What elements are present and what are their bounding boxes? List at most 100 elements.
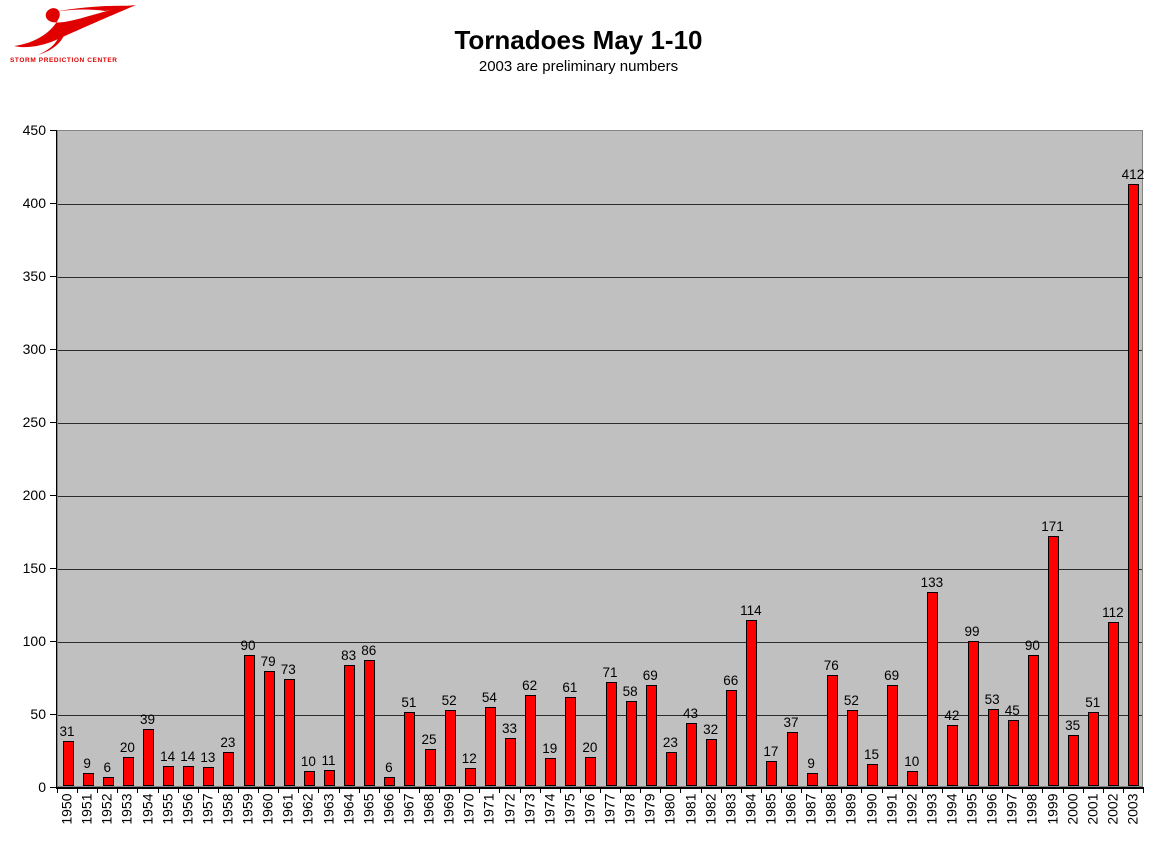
value-label-1973: 62 [522, 678, 538, 693]
x-tick-label-2002: 2002 [1104, 793, 1121, 825]
gridline-y400 [58, 204, 1142, 205]
bar-1985 [766, 761, 777, 786]
x-tick-mark [459, 787, 460, 793]
gridline-y50 [58, 715, 1142, 716]
x-tick-mark [1063, 787, 1064, 793]
x-tick-mark [1002, 787, 1003, 793]
bar-1957 [203, 767, 214, 786]
value-label-1976: 20 [582, 740, 598, 755]
bar-1973 [525, 695, 536, 786]
value-label-2000: 35 [1065, 718, 1081, 733]
x-tick-mark [761, 787, 762, 793]
value-label-1983: 66 [723, 673, 739, 688]
value-label-1955: 14 [160, 749, 176, 764]
bar-1950 [63, 741, 74, 786]
spc-logo: STORM PREDICTION CENTER [8, 4, 140, 68]
bar-1988 [827, 675, 838, 786]
bar-1976 [585, 757, 596, 786]
x-tick-label-1983: 1983 [722, 793, 739, 825]
x-tick-label-1976: 1976 [581, 793, 598, 825]
bar-2001 [1088, 712, 1099, 786]
y-tick-label-250: 250 [22, 414, 46, 430]
value-label-1980: 23 [662, 735, 678, 750]
value-label-1999: 171 [1041, 519, 1064, 534]
bar-1960 [264, 671, 275, 786]
bar-1968 [425, 749, 436, 786]
y-tick-label-0: 0 [38, 779, 46, 795]
x-tick-label-1998: 1998 [1023, 793, 1040, 825]
x-tick-mark [1042, 787, 1043, 793]
x-tick-label-1954: 1954 [139, 793, 155, 825]
x-tick-label-1997: 1997 [1003, 793, 1020, 825]
x-tick-mark [218, 787, 219, 793]
x-tick-label-1994: 1994 [943, 793, 960, 825]
y-tick-mark [50, 714, 57, 715]
x-tick-mark [520, 787, 521, 793]
value-label-1998: 90 [1024, 638, 1040, 653]
value-label-1982: 32 [703, 722, 719, 737]
y-tick-label-300: 300 [22, 341, 46, 357]
x-tick-mark [680, 787, 681, 793]
chart-subtitle: 2003 are preliminary numbers [478, 57, 679, 75]
value-label-1963: 11 [321, 753, 336, 768]
value-label-1996: 53 [984, 692, 1000, 707]
x-tick-mark [158, 787, 159, 793]
x-tick-label-1968: 1968 [420, 793, 437, 825]
x-tick-label-1966: 1966 [380, 793, 397, 825]
value-label-2002: 112 [1102, 605, 1124, 620]
y-tick-mark [50, 276, 57, 277]
gridline-y250 [58, 423, 1142, 424]
y-tick-mark [50, 422, 57, 423]
bar-2002 [1108, 622, 1119, 786]
x-tick-label-1982: 1982 [702, 793, 719, 825]
bar-1974 [545, 758, 556, 786]
x-tick-mark [841, 787, 842, 793]
value-label-1985: 17 [763, 744, 779, 759]
bar-1972 [505, 738, 516, 786]
bar-2003 [1128, 184, 1139, 786]
value-label-1992: 10 [904, 754, 920, 769]
y-tick-label-350: 350 [22, 268, 46, 284]
x-tick-label-1989: 1989 [842, 793, 859, 825]
spc-logo-caption: STORM PREDICTION CENTER [10, 57, 118, 64]
x-tick-label-1995: 1995 [963, 793, 980, 825]
x-tick-label-1961: 1961 [279, 793, 296, 825]
x-tick-mark [278, 787, 279, 793]
value-label-1977: 71 [602, 665, 618, 680]
y-tick-mark [50, 495, 57, 496]
bar-1980 [666, 752, 677, 786]
x-tick-label-1999: 1999 [1044, 793, 1060, 825]
x-tick-mark [861, 787, 862, 793]
bar-1989 [847, 710, 858, 786]
x-tick-label-1984: 1984 [742, 793, 759, 825]
x-tick-label-2001: 2001 [1084, 793, 1101, 825]
x-tick-label-1971: 1971 [480, 793, 497, 825]
y-tick-label-150: 150 [22, 560, 46, 576]
y-tick-mark [50, 130, 57, 131]
value-label-1965: 86 [361, 643, 377, 658]
x-tick-label-1956: 1956 [179, 793, 196, 825]
value-label-1989: 52 [843, 693, 859, 708]
x-tick-label-1950: 1950 [58, 793, 75, 825]
value-label-1981: 43 [682, 706, 699, 721]
x-tick-mark [339, 787, 340, 793]
value-label-1995: 99 [964, 624, 980, 639]
title-block: Tornadoes May 1-10 2003 are preliminary … [0, 26, 1157, 75]
x-tick-mark [198, 787, 199, 793]
x-tick-mark [77, 787, 78, 793]
x-tick-label-1952: 1952 [98, 793, 115, 825]
bar-1978 [626, 701, 637, 786]
bar-1969 [445, 710, 456, 786]
y-tick-mark [50, 787, 57, 788]
bar-1964 [344, 665, 355, 786]
y-tick-label-450: 450 [22, 122, 46, 138]
gridline-y350 [58, 277, 1142, 278]
x-tick-label-1979: 1979 [641, 793, 658, 825]
x-tick-label-1981: 1981 [682, 793, 698, 825]
x-tick-mark [982, 787, 983, 793]
bar-1966 [384, 777, 395, 786]
x-tick-mark [560, 787, 561, 793]
x-tick-mark [620, 787, 621, 793]
x-tick-mark [238, 787, 239, 793]
